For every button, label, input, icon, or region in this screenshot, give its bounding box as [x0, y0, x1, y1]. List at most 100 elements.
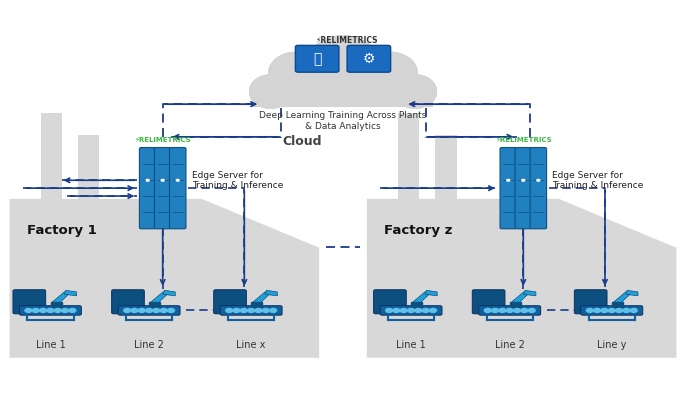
- FancyBboxPatch shape: [253, 83, 433, 107]
- Ellipse shape: [394, 75, 436, 108]
- Circle shape: [32, 308, 39, 312]
- Ellipse shape: [291, 69, 395, 102]
- Circle shape: [161, 180, 164, 181]
- Text: ⚡RELIMETRICS: ⚡RELIMETRICS: [315, 36, 378, 45]
- Circle shape: [69, 308, 76, 312]
- FancyBboxPatch shape: [479, 306, 541, 315]
- Circle shape: [146, 180, 149, 181]
- Text: Factory 1: Factory 1: [27, 224, 96, 237]
- Ellipse shape: [309, 36, 377, 88]
- Text: Line 1: Line 1: [36, 340, 65, 350]
- Text: Line 1: Line 1: [397, 340, 426, 350]
- Circle shape: [145, 308, 152, 312]
- Text: Edge Server for
Training & Inference: Edge Server for Training & Inference: [552, 170, 643, 190]
- Ellipse shape: [309, 36, 377, 88]
- Circle shape: [262, 308, 269, 312]
- Circle shape: [429, 308, 436, 312]
- Circle shape: [630, 308, 637, 312]
- Circle shape: [608, 308, 615, 312]
- FancyBboxPatch shape: [154, 148, 171, 229]
- FancyBboxPatch shape: [347, 45, 390, 72]
- Circle shape: [40, 308, 47, 312]
- Circle shape: [62, 308, 69, 312]
- Text: Cloud: Cloud: [283, 135, 322, 148]
- Circle shape: [393, 308, 400, 312]
- FancyBboxPatch shape: [435, 135, 457, 199]
- FancyBboxPatch shape: [574, 290, 607, 314]
- Circle shape: [270, 308, 276, 312]
- Circle shape: [492, 308, 499, 312]
- FancyBboxPatch shape: [214, 290, 246, 314]
- Ellipse shape: [364, 52, 417, 95]
- Circle shape: [248, 308, 255, 312]
- Text: ⚡RELIMETRICS: ⚡RELIMETRICS: [495, 137, 552, 143]
- Circle shape: [587, 308, 593, 312]
- Polygon shape: [10, 199, 319, 358]
- FancyBboxPatch shape: [500, 148, 517, 229]
- Text: Deep Learning Training Across Plants
& Data Analytics: Deep Learning Training Across Plants & D…: [259, 111, 427, 131]
- Circle shape: [601, 308, 608, 312]
- FancyBboxPatch shape: [530, 148, 547, 229]
- Polygon shape: [253, 292, 272, 302]
- FancyBboxPatch shape: [139, 148, 156, 229]
- FancyBboxPatch shape: [40, 113, 62, 199]
- Circle shape: [131, 308, 138, 312]
- FancyBboxPatch shape: [51, 302, 62, 307]
- Circle shape: [240, 308, 247, 312]
- Circle shape: [615, 308, 622, 312]
- Ellipse shape: [291, 69, 395, 102]
- Polygon shape: [626, 290, 638, 296]
- Circle shape: [233, 308, 240, 312]
- Circle shape: [255, 308, 262, 312]
- Polygon shape: [425, 290, 437, 296]
- Circle shape: [226, 308, 233, 312]
- FancyBboxPatch shape: [398, 113, 419, 199]
- Text: Line 2: Line 2: [495, 340, 525, 350]
- Circle shape: [507, 180, 510, 181]
- Circle shape: [593, 308, 600, 312]
- FancyBboxPatch shape: [169, 148, 186, 229]
- FancyBboxPatch shape: [581, 306, 643, 315]
- FancyBboxPatch shape: [296, 45, 339, 72]
- Polygon shape: [163, 290, 175, 296]
- Polygon shape: [523, 290, 536, 296]
- Ellipse shape: [269, 52, 322, 95]
- FancyBboxPatch shape: [252, 302, 262, 307]
- Ellipse shape: [269, 52, 322, 95]
- FancyBboxPatch shape: [612, 302, 623, 307]
- Polygon shape: [151, 292, 170, 302]
- FancyBboxPatch shape: [253, 83, 433, 107]
- FancyBboxPatch shape: [112, 290, 144, 314]
- FancyBboxPatch shape: [19, 306, 82, 315]
- Text: Line x: Line x: [237, 340, 266, 350]
- FancyBboxPatch shape: [472, 290, 505, 314]
- Circle shape: [499, 308, 506, 312]
- Ellipse shape: [250, 75, 292, 108]
- FancyBboxPatch shape: [78, 135, 99, 199]
- Circle shape: [54, 308, 61, 312]
- Circle shape: [153, 308, 160, 312]
- Ellipse shape: [250, 75, 292, 108]
- FancyBboxPatch shape: [13, 290, 46, 314]
- Circle shape: [528, 308, 535, 312]
- FancyBboxPatch shape: [253, 83, 433, 107]
- Circle shape: [484, 308, 491, 312]
- Circle shape: [521, 308, 528, 312]
- FancyBboxPatch shape: [118, 306, 180, 315]
- Ellipse shape: [291, 69, 395, 102]
- FancyBboxPatch shape: [380, 306, 442, 315]
- Text: Factory z: Factory z: [384, 224, 452, 237]
- Polygon shape: [613, 292, 632, 302]
- Ellipse shape: [394, 75, 436, 108]
- FancyBboxPatch shape: [374, 290, 406, 314]
- Circle shape: [25, 308, 32, 312]
- Text: Line 2: Line 2: [134, 340, 164, 350]
- Circle shape: [176, 180, 179, 181]
- Circle shape: [415, 308, 422, 312]
- Ellipse shape: [364, 52, 417, 95]
- Circle shape: [506, 308, 513, 312]
- Polygon shape: [64, 290, 77, 296]
- Circle shape: [123, 308, 130, 312]
- Text: 📈: 📈: [313, 52, 321, 66]
- Circle shape: [423, 308, 429, 312]
